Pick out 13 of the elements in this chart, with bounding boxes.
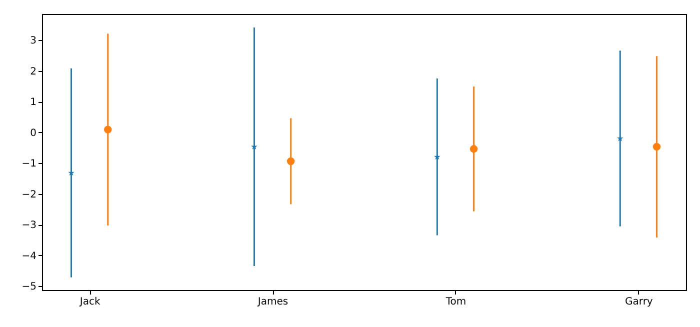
y-tick-label: −4: [22, 250, 36, 262]
x-tick-label: Tom: [444, 296, 466, 308]
y-tick-label: 2: [30, 66, 36, 78]
y-tick-label: 3: [30, 36, 36, 47]
y-tick-label: −5: [22, 282, 36, 293]
x-tick-label: Jack: [78, 296, 100, 308]
y-tick-label: −1: [22, 158, 36, 170]
y-tick-label: 1: [30, 97, 36, 108]
x-tick-label: James: [256, 296, 288, 308]
y-tick-label: 0: [30, 128, 36, 139]
x-tick-label: Garry: [625, 296, 653, 308]
y-tick-label: −3: [22, 220, 36, 232]
y-tick-label: −2: [22, 189, 36, 200]
